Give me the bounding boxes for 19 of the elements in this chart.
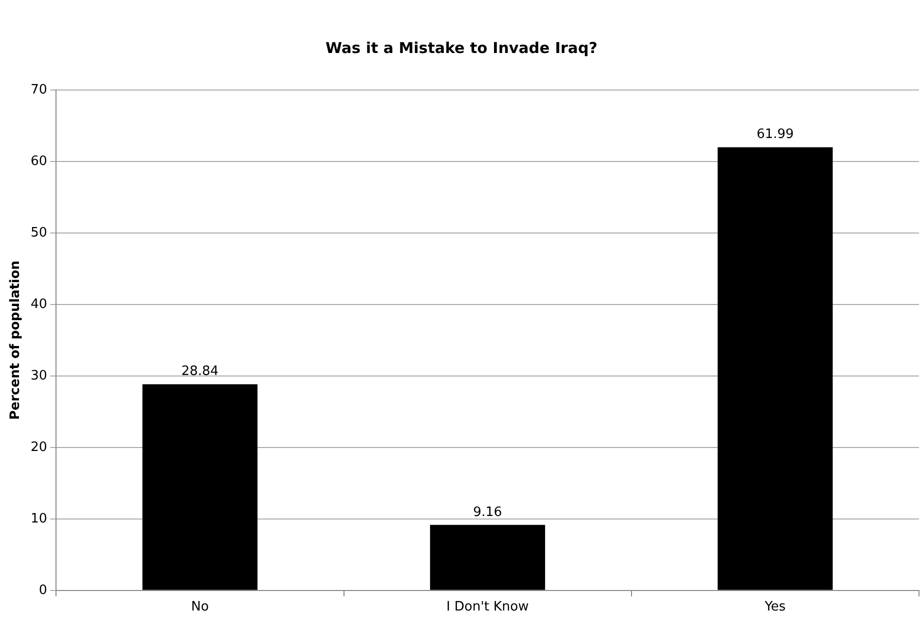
- bar: [718, 147, 833, 590]
- y-tick-label: 60: [30, 154, 48, 169]
- bar: [142, 384, 258, 590]
- y-tick-label: 10: [30, 511, 48, 526]
- data-label: 9.16: [473, 504, 502, 520]
- y-tick-label: 40: [30, 296, 48, 312]
- y-tick-label: 20: [30, 440, 48, 455]
- y-axis-title: Percent of population: [8, 260, 24, 420]
- y-tick-label: 30: [30, 368, 48, 384]
- data-label: 28.84: [181, 364, 219, 380]
- data-label: 61.99: [756, 127, 794, 142]
- y-tick-label: 0: [38, 582, 48, 598]
- x-tick-label: I Don't Know: [446, 600, 530, 615]
- x-tick-label: No: [191, 600, 209, 615]
- x-tick-label: Yes: [764, 600, 786, 615]
- chart-title: Was it a Mistake to Invade Iraq?: [326, 38, 598, 57]
- y-tick-label: 70: [30, 82, 48, 98]
- bar: [430, 524, 546, 590]
- y-tick-label: 50: [30, 225, 48, 240]
